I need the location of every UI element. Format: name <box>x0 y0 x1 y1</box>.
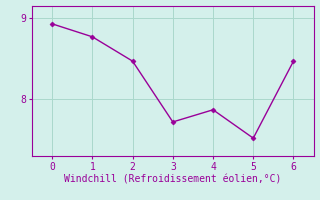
X-axis label: Windchill (Refroidissement éolien,°C): Windchill (Refroidissement éolien,°C) <box>64 174 282 184</box>
